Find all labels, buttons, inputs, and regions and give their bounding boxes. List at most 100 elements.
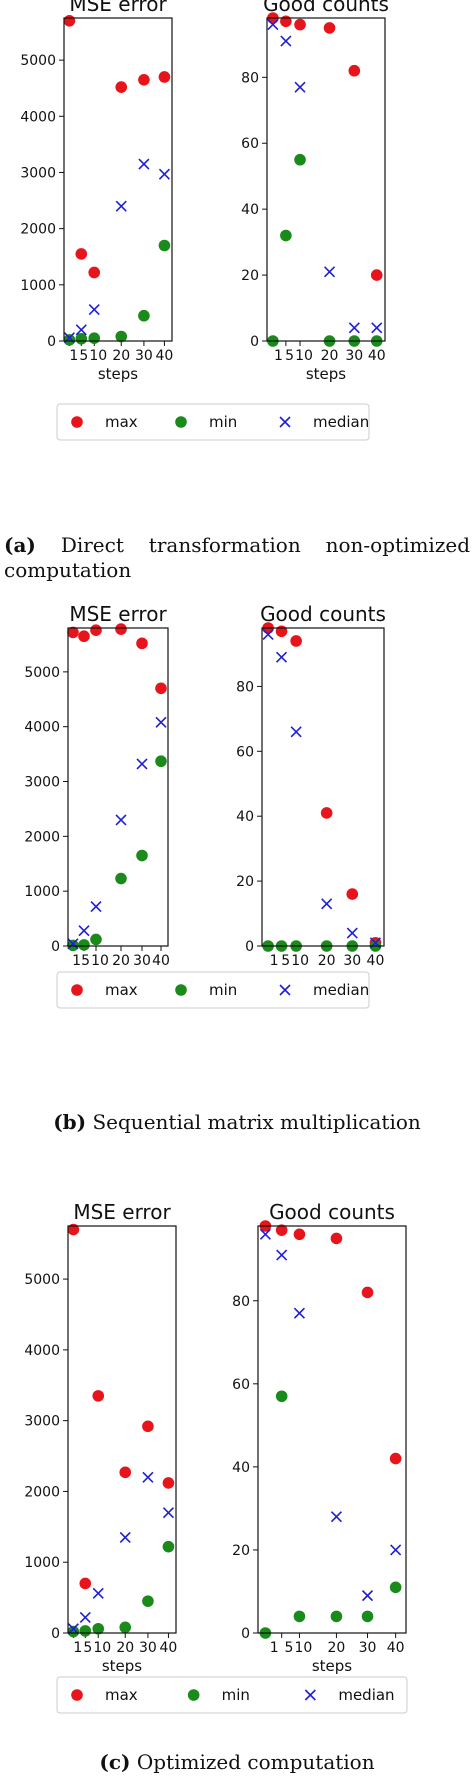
chart-title: MSE error [69, 602, 167, 626]
y-tick-label: 60 [236, 744, 254, 760]
median-point [78, 925, 90, 937]
x-tick-label: 30 [359, 1640, 377, 1656]
legend-min-marker [175, 416, 187, 428]
median-point [390, 1544, 402, 1556]
median-point [155, 716, 167, 728]
x-tick-label: 20 [116, 1640, 134, 1656]
y-tick-label: 5000 [20, 53, 56, 69]
max-point [346, 888, 359, 900]
min-point [75, 332, 88, 345]
median-point [371, 322, 383, 334]
median-point [138, 158, 150, 170]
median-point [90, 900, 102, 913]
median-point [275, 651, 288, 663]
x-axis-label: steps [306, 365, 346, 383]
chart-title: Good counts [269, 1200, 395, 1224]
y-tick-label: 3000 [24, 1414, 60, 1430]
legend-max-label: max [105, 413, 138, 431]
x-tick-label: 5 [281, 953, 290, 969]
median-point [361, 1590, 374, 1602]
median-point [67, 938, 79, 950]
median-point [79, 1611, 91, 1623]
max-point [348, 64, 361, 77]
max-point [119, 1466, 132, 1479]
x-tick-label: 1 [73, 1640, 82, 1656]
legend-box [56, 971, 370, 1009]
median-point [115, 200, 127, 212]
legend-min-label: min [209, 413, 237, 431]
x-tick-label: 10 [91, 953, 109, 969]
chart-title: Good counts [260, 602, 386, 626]
y-tick-label: 40 [241, 202, 259, 218]
median-point [92, 1587, 104, 1599]
min-point [162, 1540, 175, 1553]
median-point [67, 1623, 79, 1635]
max-point [389, 1452, 402, 1465]
data-marks [259, 1220, 402, 1639]
median-point [88, 303, 100, 316]
data-marks [262, 622, 382, 952]
plot-frame [266, 17, 386, 342]
plot-2: MSE error 0 1000 2000 3000 4000 5000 1 5 10 20 30 40… [24, 602, 170, 988]
x-tick-label: 10 [291, 953, 309, 969]
legend-min-label: min [209, 981, 237, 999]
x-axis-label: steps [312, 1657, 352, 1675]
y-tick-label: 0 [47, 334, 56, 350]
x-tick-label: 5 [81, 953, 90, 969]
median-point [280, 35, 292, 47]
y-tick-label: 1000 [20, 278, 56, 294]
median-point [323, 266, 336, 278]
max-point [275, 625, 288, 638]
median-point [259, 1228, 271, 1240]
legend: max min median [56, 971, 370, 1009]
legend-min-marker [175, 984, 187, 996]
median-point [330, 1511, 343, 1523]
max-point [158, 71, 171, 83]
y-tick-label: 0 [241, 1626, 250, 1642]
median-point [115, 814, 127, 826]
x-tick-label: 20 [112, 348, 130, 364]
max-point [78, 630, 90, 643]
legend-median-label: median [338, 1686, 394, 1704]
max-point [63, 15, 76, 27]
data-marks [67, 623, 167, 952]
plot-4: MSE error 0 1000 2000 3000 4000 5000 1 5 10 20 30 40… [24, 1200, 177, 1675]
min-point [90, 933, 102, 946]
max-point [92, 1390, 105, 1402]
y-tick-label: 80 [241, 70, 259, 86]
x-tick-label: 40 [160, 1640, 178, 1656]
caption-text: Optimized computation [136, 1750, 375, 1774]
caption-label: (c) [99, 1750, 131, 1774]
x-tick-label: 20 [328, 1640, 346, 1656]
min-point [158, 239, 171, 252]
legend-max-marker [71, 984, 83, 996]
min-point [115, 330, 128, 343]
legend-max-label: max [105, 1686, 138, 1704]
x-axis-label: steps [102, 1657, 142, 1675]
min-point [142, 1595, 154, 1607]
x-tick-label: 30 [133, 953, 151, 969]
min-point [119, 1621, 132, 1634]
y-tick-label: 0 [245, 939, 254, 955]
legend-min-label: min [222, 1686, 250, 1704]
y-tick-label: 1000 [24, 884, 60, 900]
max-point [323, 22, 336, 34]
x-tick-label: 5 [83, 1640, 92, 1656]
max-point [88, 266, 101, 279]
plot-frame [67, 627, 169, 947]
x-tick-label: 1 [270, 953, 279, 969]
median-point [290, 726, 302, 738]
y-tick-label: 3000 [24, 775, 60, 791]
median-point [119, 1531, 131, 1544]
legend-median-marker [279, 984, 291, 996]
legend-median-label: median [313, 981, 369, 999]
x-tick-label: 30 [139, 1640, 157, 1656]
x-tick-label: 1 [69, 348, 78, 364]
y-tick-label: 20 [236, 874, 254, 890]
y-tick-label: 4000 [24, 1343, 60, 1359]
legend-max-marker [71, 416, 83, 428]
